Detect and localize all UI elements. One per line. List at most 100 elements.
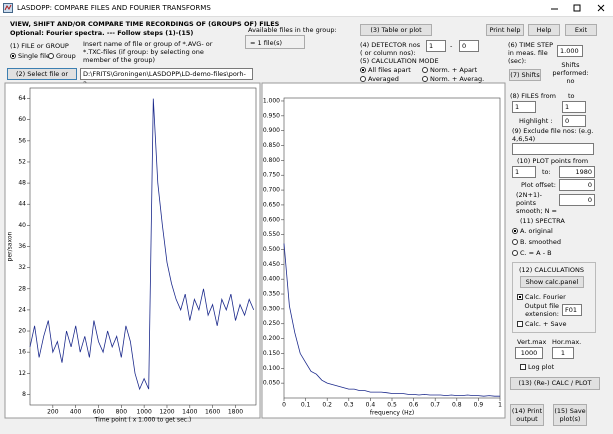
spin-input[interactable]: 1 — [512, 101, 536, 113]
radio-option[interactable]: A. original — [512, 227, 553, 235]
x-tick-label: 0 — [282, 402, 286, 409]
radio-label: C. = A - B — [520, 249, 552, 257]
radio-label: Averaged — [368, 75, 399, 83]
button[interactable]: (3) Table or plot — [360, 24, 432, 36]
button[interactable]: Exit — [565, 24, 597, 36]
title-bar: LASDOPP: COMPARE FILES AND FOURIER TRANS… — [0, 0, 613, 17]
radio-label: Norm. + Averag. — [430, 75, 485, 83]
text-input[interactable]: 1 — [512, 166, 536, 178]
radio[interactable] — [10, 53, 16, 59]
radio[interactable] — [422, 67, 428, 73]
y-tick-label: 12 — [18, 370, 26, 377]
button[interactable]: (15) Save plot(s) — [553, 404, 587, 426]
radio[interactable] — [48, 53, 54, 59]
radio-option[interactable]: Norm. + Averag. — [422, 75, 484, 83]
radio-label: Norm. + Apart — [430, 66, 478, 74]
x-tick-label: 0.8 — [452, 402, 462, 409]
radio-option[interactable]: Norm. + Apart — [422, 66, 477, 74]
x-tick-label: 1400 — [182, 409, 197, 416]
window-controls[interactable] — [548, 3, 610, 13]
text-input[interactable]: 1 — [552, 347, 574, 359]
spin-input[interactable]: 1 — [426, 40, 446, 52]
spin-input[interactable]: 0 — [459, 40, 479, 52]
radio-option[interactable]: Single file — [10, 52, 50, 60]
window-title: LASDOPP: COMPARE FILES AND FOURIER TRANS… — [17, 4, 211, 12]
checkbox-box[interactable] — [517, 321, 523, 327]
text-input[interactable]: 1980 — [559, 166, 595, 178]
label: (1) FILE or GROUP — [10, 42, 69, 50]
x-tick-label: 0.7 — [430, 402, 440, 409]
y-tick-label: 48 — [18, 180, 26, 187]
radio-label: A. original — [520, 227, 553, 235]
spin-input[interactable]: 0 — [562, 115, 586, 127]
radio[interactable] — [512, 228, 518, 234]
button[interactable]: Print help — [486, 24, 524, 36]
button[interactable]: (14) Print output — [510, 404, 544, 426]
spin-input[interactable]: 1 — [562, 101, 586, 113]
text-input[interactable]: F01 — [562, 304, 582, 316]
y-tick-label: 0.850 — [263, 142, 280, 149]
radio-option[interactable]: Averaged — [360, 75, 399, 83]
text-input[interactable] — [512, 143, 594, 155]
button[interactable]: (13) (Re-) CALC / PLOT — [510, 377, 600, 390]
x-tick-label: 0.4 — [366, 402, 376, 409]
y-tick-label: 0.950 — [263, 112, 280, 119]
y-tick-label: 16 — [18, 349, 26, 356]
radio[interactable] — [512, 250, 518, 256]
radio-option[interactable]: C. = A - B — [512, 249, 552, 257]
y-tick-label: 0.350 — [263, 291, 280, 298]
chart-panel — [4, 82, 261, 419]
y-tick-label: 52 — [18, 158, 26, 165]
button[interactable]: (7) Shifts — [509, 69, 541, 81]
radio-option[interactable]: B. smoothed — [512, 238, 561, 246]
button[interactable]: Show calc.panel — [520, 276, 584, 288]
radio-label: B. smoothed — [520, 238, 562, 246]
x-tick-label: 0.3 — [344, 402, 354, 409]
y-tick-label: 0.250 — [263, 320, 280, 327]
text-input[interactable]: 0 — [559, 179, 595, 191]
text-input[interactable]: 1.000 — [557, 45, 583, 57]
x-tick-label: 1600 — [205, 409, 220, 416]
x-tick-label: 0.6 — [409, 402, 419, 409]
label: Hor.max. — [552, 338, 582, 346]
text-input[interactable]: 0 — [559, 194, 595, 206]
header-title: VIEW, SHIFT AND/OR COMPARE TIME RECORDIN… — [10, 20, 280, 28]
y-tick-label: 36 — [18, 243, 26, 250]
checkbox[interactable]: Calc. + Save — [517, 320, 567, 328]
checkbox-box[interactable] — [517, 294, 523, 300]
radio-option[interactable]: Group — [48, 52, 76, 60]
radio-option[interactable]: All files apart — [360, 66, 411, 74]
y-tick-label: 32 — [18, 264, 26, 271]
y-tick-label: 0.400 — [263, 276, 280, 283]
checkbox[interactable]: Log plot — [520, 363, 554, 371]
radio[interactable] — [422, 76, 428, 82]
text-input[interactable]: 1000 — [515, 347, 543, 359]
x-tick-label: 1 — [498, 402, 502, 409]
y-tick-label: 0.700 — [263, 187, 280, 194]
y-tick-label: 0.300 — [263, 305, 280, 312]
x-tick-label: 600 — [93, 409, 105, 416]
button[interactable]: Help — [528, 24, 560, 36]
radio[interactable] — [360, 76, 366, 82]
x-tick-label: 800 — [116, 409, 128, 416]
checkbox[interactable]: Calc. Fourier — [517, 293, 566, 301]
separator: - — [450, 42, 453, 50]
label: (2N+1)-points smooth; N = — [516, 191, 557, 215]
radio[interactable] — [512, 239, 518, 245]
y-tick-label: 0.550 — [263, 231, 280, 238]
group-box — [512, 262, 596, 333]
label: (4) DETECTOR nos ( or column nos): — [360, 41, 421, 57]
label: to — [568, 92, 575, 100]
label: (8) FILES from — [510, 92, 556, 100]
data-line — [283, 243, 500, 397]
y-tick-label: 0.600 — [263, 216, 280, 223]
y-tick-label: 20 — [18, 328, 26, 335]
label: to: — [542, 168, 551, 176]
radio[interactable] — [360, 67, 366, 73]
radio-label: Single file — [18, 52, 50, 60]
label: (6) TIME STEP in meas. file (sec): — [508, 41, 554, 65]
checkbox-box[interactable] — [520, 364, 526, 370]
y-tick-label: 0.800 — [263, 157, 280, 164]
y-axis-label: per/saxon — [7, 231, 14, 261]
